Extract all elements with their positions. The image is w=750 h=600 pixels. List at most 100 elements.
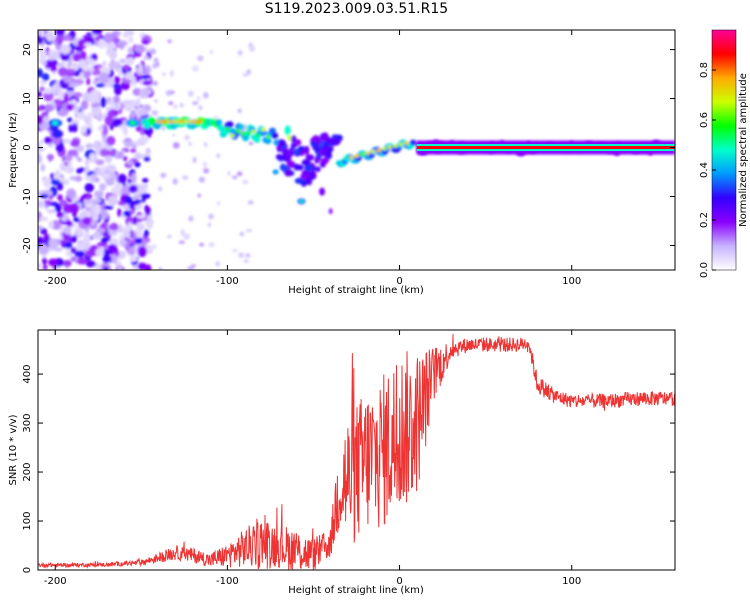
spectrogram-cell [122,99,133,105]
spectrogram-cell [55,169,60,178]
spectrogram-cell [188,141,193,147]
spectrogram-cell [63,259,72,267]
spectrogram-cell [134,237,143,245]
spectrogram-cell [197,193,201,198]
spectrogram-cell [82,92,92,103]
spectrogram-cell [280,139,286,147]
spectrogram-cell [301,169,309,176]
spectrogram-cell [243,259,249,264]
spectrogram-cell [217,124,225,132]
spectrogram-cell [403,141,409,145]
spectrogram-cell [95,83,105,88]
spectrogram-cell [144,229,149,238]
spectrogram-cell [154,99,158,103]
spectrogram-cell [191,101,199,106]
spectrogram-cell [168,101,174,106]
spectrogram-cell [140,127,145,136]
spectrogram-cell [67,149,78,156]
spectrogram-cell [93,203,101,215]
colorbar-tick-label: 0.0 [699,262,710,278]
spectrogram-cell [117,266,123,270]
spectrogram-cell [204,142,208,148]
spectrogram-cell [295,139,302,146]
spectrogram-cell [140,193,151,199]
spectrogram-cell [215,261,220,267]
spectrogram-cell [39,194,49,199]
spectrogram-cell [268,127,276,135]
colorbar-scale [712,30,736,270]
spectrogram-cell [241,180,249,184]
colorbar-tick-label: 0.6 [699,112,710,128]
spectrogram-cell [183,233,190,240]
spectrogram-cell [128,246,135,256]
snr-panel: -200 -100 0 100 0 100 200 300 400 Height of stra… [8,329,676,596]
spectrogram-cell [170,69,174,77]
spectrogram-cell [114,183,123,192]
spectrogram-cell [161,127,166,131]
spectrogram-cell [77,38,88,50]
spectrogram-cell [181,175,189,180]
spectrogram-cell [165,89,172,97]
spectrogram-cell [169,119,175,124]
spectrogram-cell [113,75,121,84]
spectrogram-ytick-label: 20 [22,43,33,56]
spectrogram-cell [60,52,70,62]
spectrogram-cell [152,243,157,250]
spectrogram-cell [308,171,316,180]
spectrogram-ytick-label: -20 [22,237,33,253]
spectrogram-cell [176,119,182,124]
spectrogram-cell [276,143,282,153]
spectrogram-cell [297,146,306,152]
spectrogram-cell [48,153,53,162]
snr-xtick-label: -100 [216,576,239,587]
spectrogram-cell [71,197,78,203]
spectrogram-cell [69,203,80,214]
spectrogram-cell [203,161,207,168]
snr-xtick-label: 100 [562,576,581,587]
spectrogram-cell [245,131,251,136]
spectrogram-cell [124,196,133,205]
spectrogram-cell [279,163,287,172]
spectrogram-cell [162,119,168,124]
spectrogram-cell [119,239,128,247]
spectrogram-cell [70,247,77,254]
spectrogram-cell [95,227,106,234]
spectrogram-cell [232,175,238,180]
spectrogram-cell [107,195,118,206]
spectrogram-cell [119,102,125,110]
spectrogram-cell [136,97,141,109]
spectrogram-cell [199,242,205,247]
spectrogram-cell [66,63,72,68]
spectrogram-cell [143,156,151,162]
spectrogram-cell [214,115,218,120]
spectrogram-xlabel: Height of straight line (km) [288,285,424,296]
spectrogram-cell [142,177,149,183]
spectrogram-cell [153,81,158,86]
spectrogram-cell [46,209,57,214]
spectrogram-cell [47,49,59,56]
spectrogram-cell [209,50,214,54]
spectrogram-cell [287,134,292,141]
spectrogram-cell [84,175,92,181]
spectrogram-cell [239,231,244,237]
spectrogram-cell [129,209,135,215]
spectrogram-cell [159,119,165,124]
spectrogram-cell [143,55,150,61]
spectrogram-cell [261,127,267,132]
spectrogram-cell [83,42,93,47]
spectrogram-cell [166,119,172,124]
spectrogram-cell [51,84,57,94]
spectrogram-cell [272,169,279,175]
spectrogram-cell [38,115,43,125]
spectrogram-cell [39,30,45,38]
spectrogram-cell [122,103,130,110]
spectrogram-cell [83,240,91,251]
spectrogram-cell [119,58,127,64]
spectrogram-cell [305,153,311,162]
spectrogram-cell [117,250,126,259]
spectrogram-cell [354,154,360,158]
spectrogram-cell [85,143,94,149]
spectrogram-cell [173,104,178,109]
spectrogram-cell [284,125,291,136]
